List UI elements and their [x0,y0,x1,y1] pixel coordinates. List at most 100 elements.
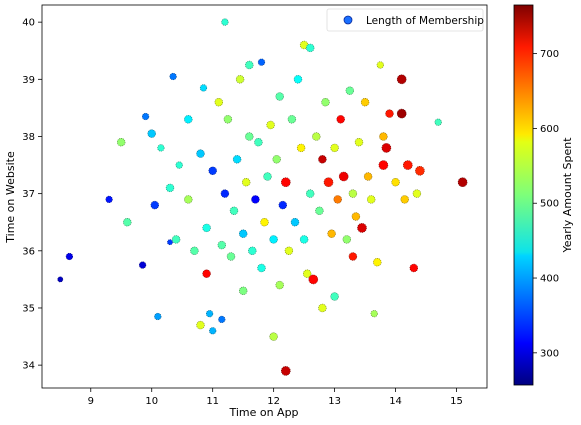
scatter-point [229,206,239,216]
scatter-point [370,310,378,318]
x-tick-label: 10 [145,396,158,407]
scatter-point [175,161,183,169]
scatter-point [396,74,407,85]
scatter-point [190,246,199,256]
colorbar-gradient [513,4,534,386]
y-tick-label: 36 [22,246,35,257]
scatter-point [336,115,345,124]
scatter-point [363,172,373,181]
scatter-point [165,183,175,193]
legend-box [326,8,484,32]
x-tick-label: 9 [88,396,94,407]
scatter-point [202,269,211,278]
scatter-point [239,229,248,238]
scatter-point [315,206,324,216]
scatter-point [184,195,193,204]
scatter-point [318,303,327,313]
scatter-point [348,189,358,198]
scatter-point [318,155,327,164]
y-tick-label: 40 [22,18,35,29]
scatter-point [223,115,233,124]
scatter-point [150,200,160,210]
scatter-point [306,189,315,198]
scatter-point [248,246,257,256]
scatter-point [278,200,287,210]
scatter-point [306,43,315,53]
scatter-point [357,223,367,233]
scatter-point [196,149,205,158]
colorbar-tick-label: 500 [540,199,559,210]
colorbar: 300 400 500 600 700 Yearly Amount Spent [513,4,574,386]
scatter-point [199,84,208,92]
scatter-point [284,246,294,256]
y-tick-label: 35 [22,303,35,314]
scatter-point [457,177,468,187]
scatter-point [272,155,281,164]
scatter-point [57,276,64,283]
scatter-point [434,118,442,126]
y-tick-label: 34 [22,361,35,372]
scatter-point [321,97,330,107]
y-axis-label: Time on Website [4,151,17,244]
scatter-point [209,327,217,335]
scatter-point [275,280,284,290]
scatter-point [167,239,173,246]
scatter-point [206,310,214,318]
scatter-point [296,143,306,153]
plot-area [41,4,488,389]
colorbar-tick-label: 300 [540,348,559,359]
colorbar-tick-label: 400 [540,274,559,285]
x-tick-label: 15 [450,396,463,407]
y-tick-label: 37 [22,189,35,200]
scatter-point [242,178,251,187]
x-axis-label: Time on App [228,406,298,419]
scatter-point [400,195,409,204]
scatter-point [220,189,230,198]
scatter-point [254,138,263,147]
scatter-point [217,240,227,250]
scatter-point [184,115,193,124]
scatter-point [269,235,278,244]
scatter-point [147,129,156,138]
scatter-point [354,138,364,147]
scatter-point [269,332,278,341]
scatter-point [299,235,309,244]
scatter-point [116,138,126,147]
y-axis-ticks: 34 35 36 37 38 39 40 [22,18,42,372]
scatter-point [312,132,321,141]
scatter-point [379,132,388,141]
legend: Length of Membership [326,8,484,32]
colorbar-ticks: 300 400 500 600 700 [533,49,559,359]
scatter-point [367,195,376,204]
scatter-point [391,178,400,187]
scatter-point [226,252,236,261]
scatter-point [348,252,358,261]
scatter-point [342,235,351,244]
scatter-point [293,75,303,84]
scatter-point [142,112,150,121]
scatter-points [57,18,468,376]
scatter-point [232,155,242,164]
scatter-point [351,212,361,221]
scatter-point [105,195,113,203]
scatter-point [338,171,349,182]
scatter-point [381,143,392,153]
colorbar-tick-label: 600 [540,124,559,135]
scatter-point [157,144,165,152]
x-tick-label: 13 [328,396,341,407]
colorbar-tick-label: 700 [540,49,559,60]
scatter-point [245,60,254,70]
scatter-point [409,263,418,273]
scatter-point [290,218,300,227]
scatter-point [235,75,245,84]
scatter-point [333,195,342,204]
scatter-point [345,86,354,95]
colorbar-label: Yearly Amount Spent [561,137,574,254]
scatter-point [376,61,384,69]
legend-marker [343,15,353,25]
scatter-point [378,160,389,170]
scatter-point [415,166,425,176]
scatter-point [327,229,336,238]
scatter-point [303,269,312,278]
